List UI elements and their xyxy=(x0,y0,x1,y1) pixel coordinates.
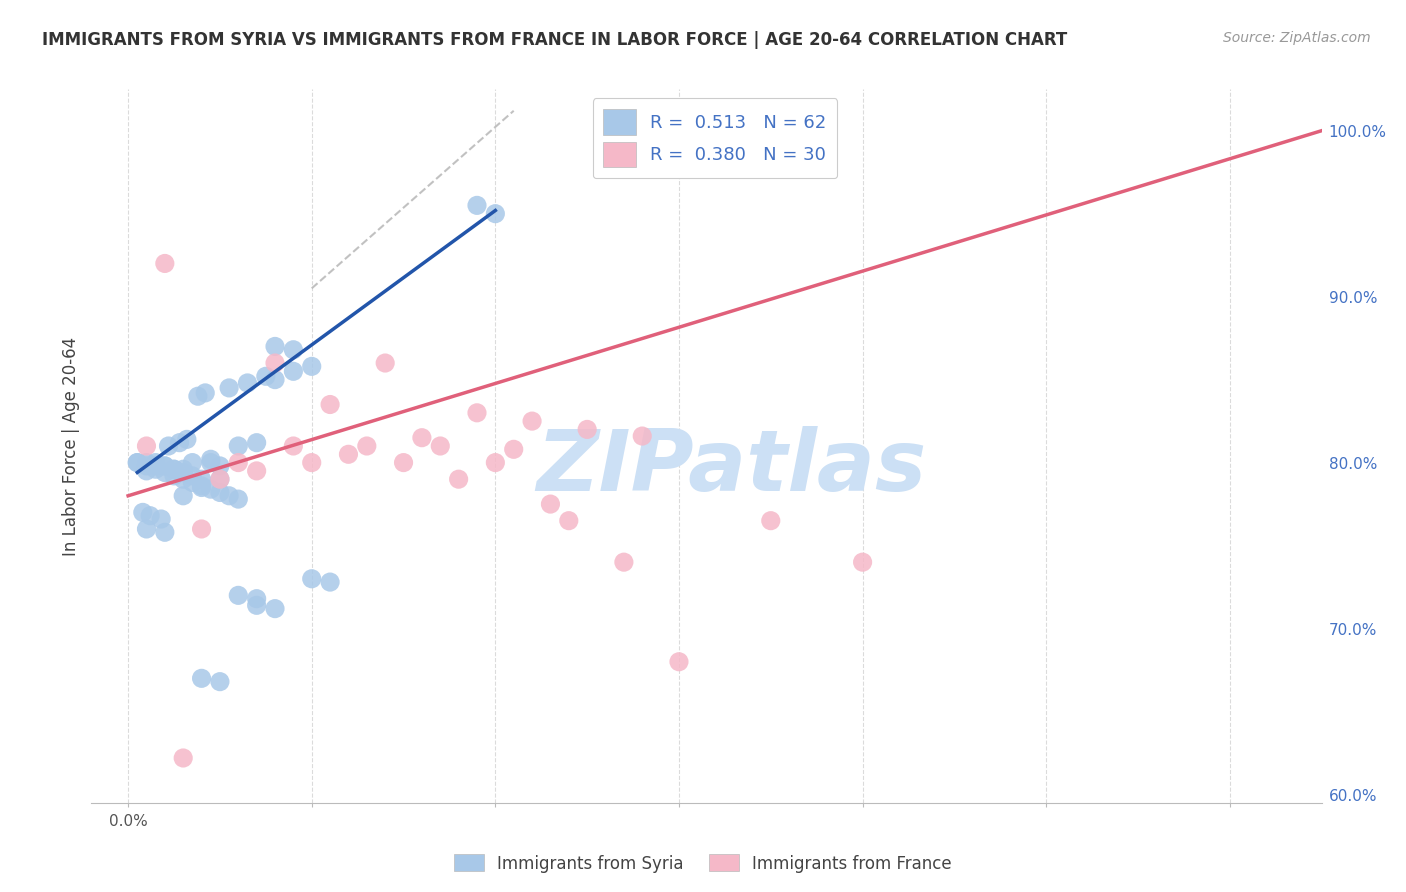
Point xyxy=(127,456,149,470)
Point xyxy=(319,397,342,411)
Point xyxy=(208,472,231,486)
Point xyxy=(172,489,194,503)
Point xyxy=(163,462,186,476)
Point xyxy=(759,514,782,528)
Point xyxy=(172,472,194,486)
Point xyxy=(301,572,323,586)
Point xyxy=(246,591,269,606)
Point xyxy=(264,339,287,353)
Point xyxy=(135,464,157,478)
Point xyxy=(145,458,167,473)
Point xyxy=(613,555,636,569)
Point xyxy=(254,369,277,384)
Point xyxy=(153,466,176,480)
Point xyxy=(374,356,396,370)
Legend: R =  0.513   N = 62, R =  0.380   N = 30: R = 0.513 N = 62, R = 0.380 N = 30 xyxy=(592,98,838,178)
Point xyxy=(520,414,543,428)
Text: IMMIGRANTS FROM SYRIA VS IMMIGRANTS FROM FRANCE IN LABOR FORCE | AGE 20-64 CORRE: IMMIGRANTS FROM SYRIA VS IMMIGRANTS FROM… xyxy=(42,31,1067,49)
Point xyxy=(484,207,506,221)
Point xyxy=(465,198,488,212)
Legend: Immigrants from Syria, Immigrants from France: Immigrants from Syria, Immigrants from F… xyxy=(447,847,959,880)
Point xyxy=(208,674,231,689)
Point xyxy=(187,389,209,403)
Point xyxy=(283,364,305,378)
Point xyxy=(226,439,249,453)
Point xyxy=(411,431,433,445)
Point xyxy=(392,456,415,470)
Point xyxy=(169,435,191,450)
Point xyxy=(190,671,212,685)
Point xyxy=(226,492,249,507)
Point xyxy=(200,456,222,470)
Point xyxy=(576,422,599,436)
Text: ZIPatlas: ZIPatlas xyxy=(536,425,927,509)
Point xyxy=(163,468,186,483)
Point xyxy=(176,433,198,447)
Point xyxy=(301,456,323,470)
Point xyxy=(246,435,269,450)
Point xyxy=(631,429,654,443)
Point xyxy=(132,505,155,519)
Point xyxy=(264,373,287,387)
Point xyxy=(135,458,157,473)
Point xyxy=(218,381,240,395)
Point xyxy=(226,456,249,470)
Text: Source: ZipAtlas.com: Source: ZipAtlas.com xyxy=(1223,31,1371,45)
Point xyxy=(127,456,149,470)
Point xyxy=(139,508,162,523)
Point xyxy=(181,456,204,470)
Point xyxy=(246,599,269,613)
Point xyxy=(301,359,323,374)
Point xyxy=(150,512,173,526)
Point xyxy=(135,522,157,536)
Point xyxy=(668,655,690,669)
Point xyxy=(319,575,342,590)
Point xyxy=(208,472,231,486)
Point xyxy=(153,458,176,473)
Point xyxy=(283,439,305,453)
Point xyxy=(283,343,305,357)
Point xyxy=(190,522,212,536)
Point xyxy=(502,442,524,457)
Point xyxy=(153,525,176,540)
Point xyxy=(145,462,167,476)
Point xyxy=(172,751,194,765)
Point xyxy=(226,588,249,602)
Point xyxy=(538,497,561,511)
Point xyxy=(135,456,157,470)
Point xyxy=(246,464,269,478)
Point xyxy=(145,456,167,470)
Point xyxy=(337,447,360,461)
Point xyxy=(190,472,212,486)
Point xyxy=(264,356,287,370)
Point xyxy=(447,472,470,486)
Point xyxy=(135,439,157,453)
Point xyxy=(181,468,204,483)
Point xyxy=(153,458,176,473)
Point xyxy=(181,475,204,490)
Point xyxy=(200,452,222,467)
Point xyxy=(153,256,176,270)
Point xyxy=(429,439,451,453)
Point xyxy=(172,466,194,480)
Point xyxy=(190,479,212,493)
Point xyxy=(208,458,231,473)
Y-axis label: In Labor Force | Age 20-64: In Labor Force | Age 20-64 xyxy=(62,336,80,556)
Point xyxy=(236,376,259,390)
Point xyxy=(558,514,581,528)
Point xyxy=(484,456,506,470)
Point xyxy=(200,482,222,496)
Point xyxy=(208,485,231,500)
Point xyxy=(163,462,186,476)
Point xyxy=(190,481,212,495)
Point xyxy=(218,489,240,503)
Point xyxy=(157,439,180,453)
Point xyxy=(465,406,488,420)
Point xyxy=(356,439,378,453)
Point xyxy=(852,555,875,569)
Point xyxy=(194,385,217,400)
Point xyxy=(264,601,287,615)
Point xyxy=(172,462,194,476)
